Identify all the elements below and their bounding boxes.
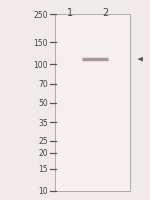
Text: 150: 150 — [33, 38, 48, 47]
Text: 10: 10 — [38, 187, 48, 196]
Text: 35: 35 — [38, 118, 48, 127]
Bar — [55, 15, 130, 191]
Text: 20: 20 — [38, 149, 48, 158]
Text: 50: 50 — [38, 99, 48, 107]
Text: 250: 250 — [33, 10, 48, 19]
Text: 25: 25 — [38, 136, 48, 145]
Text: 2: 2 — [102, 8, 108, 18]
Text: 70: 70 — [38, 80, 48, 89]
Text: 100: 100 — [33, 61, 48, 70]
Text: 15: 15 — [38, 164, 48, 173]
Text: 1: 1 — [68, 8, 74, 18]
